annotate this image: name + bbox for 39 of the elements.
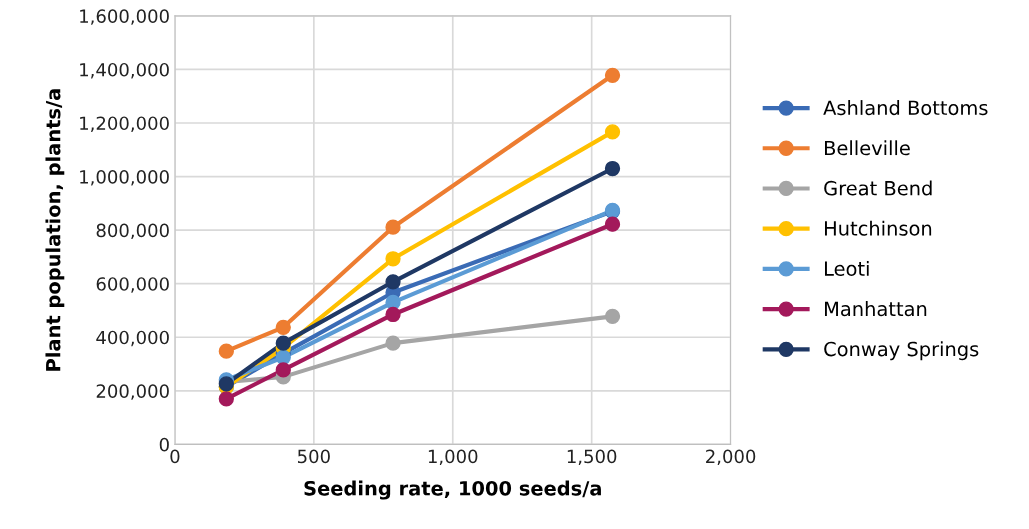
point: [604, 216, 621, 232]
y-tick-label: 1,000,000: [80, 170, 169, 186]
point: [604, 67, 621, 83]
point: [385, 219, 401, 235]
legend-label: Leoti: [825, 260, 869, 276]
x-tick-label: 2,000: [706, 449, 756, 466]
y-tick-label: 1,600,000: [80, 9, 169, 25]
point: [604, 124, 621, 140]
point: [275, 335, 291, 351]
legend-label: Belleville: [825, 140, 910, 156]
y-tick-label: 200,000: [96, 384, 169, 400]
y-tick-label: 800,000: [96, 223, 169, 240]
point: [385, 274, 401, 290]
point: [385, 335, 401, 351]
legend-label: Conway Springs: [824, 341, 979, 361]
x-tick-label: 1,000: [428, 449, 478, 466]
y-tick-label: 400,000: [96, 330, 169, 347]
legend-label: Hutchinson: [825, 220, 932, 236]
point: [604, 308, 621, 324]
y-tick-label: 1,200,000: [80, 116, 169, 132]
x-tick-label: 1,500: [567, 449, 617, 466]
point: [218, 391, 234, 407]
legend-label: Ashland Bottoms: [823, 100, 988, 116]
legend-label: Great Bend: [824, 180, 932, 196]
legend-label: Manhattan: [825, 301, 927, 317]
point: [604, 160, 621, 177]
point: [218, 343, 234, 359]
x-axis-title: Seeding rate, 1000 seeds/a: [304, 480, 601, 500]
point: [385, 251, 401, 267]
point: [385, 306, 401, 323]
y-tick-label: 1,400,000: [80, 62, 169, 79]
x-tick-label: 0: [170, 449, 180, 464]
y-axis-title: Plant population, plants/a: [45, 89, 65, 371]
point: [275, 362, 291, 378]
y-tick-label: 600,000: [96, 277, 169, 293]
y-tick-label: 0: [159, 437, 169, 452]
x-tick-label: 500: [298, 449, 330, 464]
point: [275, 319, 291, 335]
point: [275, 349, 291, 365]
